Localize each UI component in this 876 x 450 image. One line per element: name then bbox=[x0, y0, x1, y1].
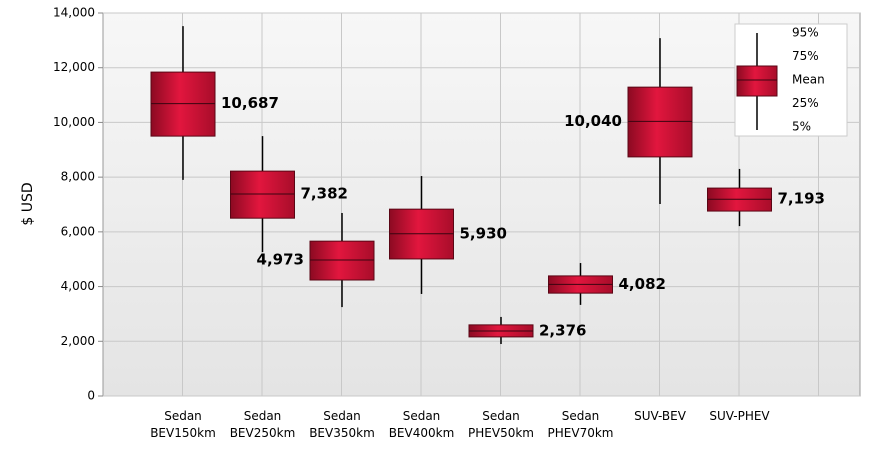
y-axis-label: $ USD bbox=[20, 182, 36, 225]
legend-label: Mean bbox=[792, 73, 825, 87]
x-tick-label-line: Sedan bbox=[403, 409, 441, 423]
x-tick-label: Sedan PHEV50km bbox=[468, 409, 534, 440]
legend-label: 75% bbox=[792, 49, 819, 63]
x-tick-label-line: Sedan bbox=[323, 409, 361, 423]
value-label: 5,930 bbox=[460, 224, 507, 242]
x-tick-label: Sedan BEV150km bbox=[150, 409, 216, 440]
value-label: 2,376 bbox=[539, 321, 586, 339]
value-label: 7,193 bbox=[778, 190, 825, 208]
x-tick-label-line: PHEV70km bbox=[548, 426, 614, 440]
legend-label: 95% bbox=[792, 26, 819, 40]
box bbox=[627, 86, 693, 158]
x-tick-label: SUV-BEV bbox=[634, 409, 687, 423]
value-label: 10,040 bbox=[564, 112, 622, 130]
box bbox=[230, 170, 295, 219]
box bbox=[309, 240, 375, 281]
legend-label: 5% bbox=[792, 120, 811, 134]
x-tick-label-line: BEV350km bbox=[309, 426, 375, 440]
value-label: 10,687 bbox=[221, 94, 279, 112]
x-tick-label: SUV-PHEV bbox=[709, 409, 770, 423]
x-tick-label: Sedan BEV400km bbox=[389, 409, 455, 440]
x-tick-label-line: Sedan bbox=[244, 409, 282, 423]
x-tick-label-line: SUV-BEV bbox=[634, 409, 687, 423]
legend-swatch bbox=[736, 65, 778, 97]
value-label: 4,973 bbox=[257, 250, 304, 268]
y-tick-label: 10,000 bbox=[53, 115, 95, 129]
x-tick-label-line: Sedan bbox=[482, 409, 520, 423]
x-tick-label: Sedan BEV250km bbox=[230, 409, 296, 440]
x-tick-label-line: Sedan bbox=[562, 409, 600, 423]
y-tick-label: 8,000 bbox=[61, 170, 95, 184]
x-tick-label: Sedan BEV350km bbox=[309, 409, 375, 440]
y-tick-label: 12,000 bbox=[53, 60, 95, 74]
legend-label: 25% bbox=[792, 96, 819, 110]
y-tick-label: 2,000 bbox=[61, 334, 95, 348]
y-tick-label: 14,000 bbox=[53, 6, 95, 20]
x-tick-label-line: BEV400km bbox=[389, 426, 455, 440]
value-label: 4,082 bbox=[619, 275, 666, 293]
x-tick-label-line: PHEV50km bbox=[468, 426, 534, 440]
y-tick-label: 4,000 bbox=[61, 279, 95, 293]
x-tick-label-line: Sedan bbox=[164, 409, 202, 423]
y-tick-label: 6,000 bbox=[61, 224, 95, 238]
x-tick-label-line: SUV-PHEV bbox=[709, 409, 770, 423]
x-tick-label-line: BEV150km bbox=[150, 426, 216, 440]
x-tick-label: Sedan PHEV70km bbox=[548, 409, 614, 440]
value-label: 7,382 bbox=[301, 185, 348, 203]
y-tick-label: 0 bbox=[87, 389, 95, 403]
x-tick-label-line: BEV250km bbox=[230, 426, 296, 440]
